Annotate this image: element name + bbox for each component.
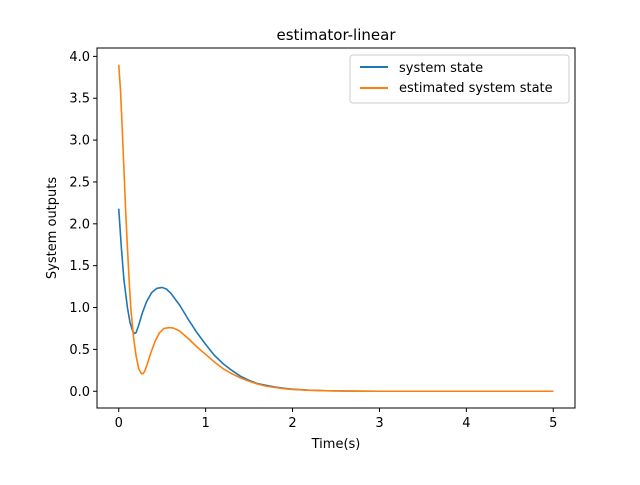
y-axis-ticks: 0.0 0.5 1.0 1.5 2.0 2.5 3.0 3.5 4.0 bbox=[69, 50, 97, 400]
plot-lines bbox=[117, 64, 554, 393]
x-tick-label: 5 bbox=[549, 416, 557, 431]
y-tick-label: 2.5 bbox=[69, 175, 90, 190]
y-tick-label: 3.0 bbox=[69, 134, 90, 149]
x-tick-label: 0 bbox=[115, 416, 123, 431]
y-tick-label: 1.0 bbox=[69, 301, 90, 316]
chart-title: estimator-linear bbox=[276, 26, 396, 44]
legend: system state estimated system state bbox=[349, 54, 570, 104]
y-axis-label: System outputs bbox=[45, 177, 60, 279]
series-line-0 bbox=[117, 208, 554, 393]
y-tick-label: 3.5 bbox=[69, 92, 90, 107]
x-tick-label: 1 bbox=[201, 416, 209, 431]
y-tick-label: 0.0 bbox=[69, 385, 90, 400]
x-tick-label: 3 bbox=[375, 416, 383, 431]
y-tick-label: 1.5 bbox=[69, 259, 90, 274]
legend-label-system-state: system state bbox=[399, 61, 483, 76]
y-tick-label: 0.5 bbox=[69, 343, 90, 358]
series-line-1 bbox=[117, 64, 554, 393]
x-tick-label: 4 bbox=[462, 416, 470, 431]
y-tick-label: 2.0 bbox=[69, 217, 90, 232]
legend-box bbox=[349, 54, 570, 104]
legend-label-estimated-system-state: estimated system state bbox=[399, 81, 553, 96]
x-tick-label: 2 bbox=[288, 416, 296, 431]
plot-frame bbox=[96, 47, 576, 409]
x-axis-ticks: 0 1 2 3 4 5 bbox=[115, 408, 557, 431]
y-tick-label: 4.0 bbox=[69, 50, 90, 65]
x-axis-label: Time(s) bbox=[311, 437, 361, 452]
